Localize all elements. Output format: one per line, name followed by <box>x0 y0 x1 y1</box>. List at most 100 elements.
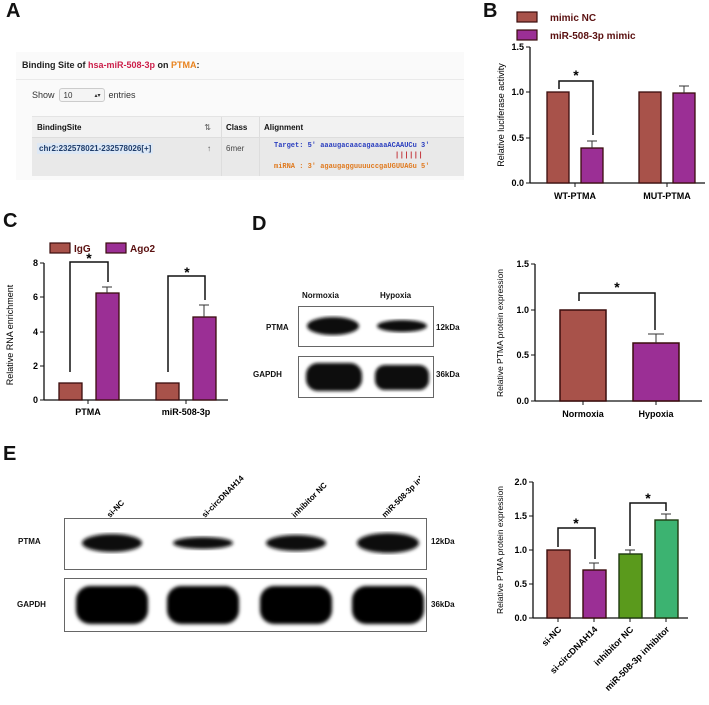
svg-text:2: 2 <box>33 361 38 371</box>
bar-wt-mimic <box>580 147 604 184</box>
x-label-mir-inhibitor: miR-508-3p inhibitor <box>603 624 672 693</box>
svg-text:8: 8 <box>33 258 38 268</box>
bar-inhibitor-nc <box>618 553 643 619</box>
western-blot-d <box>298 306 434 398</box>
binding-site-value[interactable]: chr2:232578021-232578026[+] <box>37 143 154 154</box>
bar-wt-mimic-nc <box>546 91 570 184</box>
x-label-hypoxia: Hypoxia <box>638 409 674 419</box>
svg-text:0: 0 <box>33 395 38 405</box>
target-sequence: Target: 5' aaaugacaacagaaaaACAAUCu 3' <box>274 142 430 150</box>
binding-site-title: Binding Site of hsa-miR-508-3p on PTMA: <box>22 60 200 70</box>
y-label-c: Relative RNA enrichment <box>5 284 15 385</box>
lane-label-inhibitor-nc: inhibitor NC <box>290 481 329 520</box>
binding-site-table-panel: Binding Site of hsa-miR-508-3p on PTMA: … <box>16 52 464 180</box>
legend-mimic-nc: mimic NC <box>550 13 596 24</box>
bar-mir-ago2 <box>192 316 217 401</box>
svg-text:1.5: 1.5 <box>514 511 527 521</box>
y-ticks-e: 2.0 1.5 1.0 0.5 0.0 <box>514 477 533 623</box>
y-ticks-d: 1.5 1.0 0.5 0.0 <box>516 259 535 406</box>
svg-text:1.0: 1.0 <box>516 305 529 315</box>
bar-hypoxia <box>632 342 680 402</box>
y-label-e: Relative PTMA protein expression <box>495 486 505 614</box>
y-ticks-b: 1.5 1.0 0.5 0.0 <box>511 42 530 188</box>
bar-ptma-ago2 <box>95 292 120 401</box>
divider <box>16 79 464 80</box>
pairing-lines: |||||| <box>395 152 424 160</box>
svg-text:0.5: 0.5 <box>514 579 527 589</box>
significance-star: * <box>573 67 579 83</box>
legend-b: mimic NC miR-508-3p mimic <box>516 11 636 42</box>
lane-label-hypoxia: Hypoxia <box>380 291 412 300</box>
svg-text:1.5: 1.5 <box>516 259 529 269</box>
mirna-sequence: miRNA : 3' agaugagguuuuccgaUGUUAGu 5' <box>274 163 430 171</box>
binding-table: BindingSite ⇅ Class Alignment chr2:232578… <box>32 116 464 176</box>
panel-label-d: D <box>252 213 267 235</box>
mirna-name: hsa-miR-508-3p <box>88 60 156 70</box>
panel-label-e: E <box>3 443 17 465</box>
y-label-d: Relative PTMA protein expression <box>495 269 505 397</box>
panel-label-b: B <box>483 0 498 22</box>
significance-star: * <box>86 250 92 266</box>
column-alignment[interactable]: Alignment <box>264 123 304 132</box>
column-bindingsite[interactable]: BindingSite ⇅ <box>32 117 222 137</box>
chart-d: 1.5 1.0 0.5 0.0 Relative PTMA protein ex… <box>495 259 702 419</box>
significance-star: * <box>614 279 620 295</box>
western-blot-e <box>64 518 427 632</box>
updown-icon: ▴▾ <box>94 92 101 99</box>
bar-ptma-igg <box>58 382 83 401</box>
svg-text:0.0: 0.0 <box>516 396 529 406</box>
size-label-36kda: 36kDa <box>436 370 460 379</box>
class-value: 6mer <box>222 138 260 176</box>
y-ticks-c: 8 6 4 2 0 <box>33 258 44 405</box>
chart-c: IgG Ago2 8 6 4 2 0 Relative RNA enrichme… <box>5 242 228 417</box>
lane-label-mir-inhibitor: miR-508-3p inhibitor <box>380 458 420 519</box>
legend-mir-mimic: miR-508-3p mimic <box>550 31 636 42</box>
x-label-mir: miR-508-3p <box>162 407 211 417</box>
x-label-si-nc: si-NC <box>540 624 564 648</box>
x-label-wt: WT-PTMA <box>554 191 596 201</box>
legend-c: IgG Ago2 <box>49 242 155 255</box>
row-label-gapdh: GAPDH <box>253 370 282 379</box>
svg-text:2.0: 2.0 <box>514 477 527 487</box>
bar-si-circdnah14 <box>582 569 607 619</box>
x-label-normoxia: Normoxia <box>562 409 605 419</box>
lane-label-si-circdnah14: si-circDNAH14 <box>200 473 246 519</box>
svg-text:6: 6 <box>33 292 38 302</box>
table-header: BindingSite ⇅ Class Alignment <box>32 116 464 138</box>
alignment-cell: Target: 5' aaaugacaacagaaaaACAAUCu 3' ||… <box>260 138 464 176</box>
bar-mir-igg <box>155 382 180 401</box>
panel-label-c: C <box>3 210 18 232</box>
size-label-36kda-e: 36kDa <box>431 600 455 609</box>
bar-mut-mimic-nc <box>638 91 662 184</box>
bar-mut-mimic <box>672 92 696 184</box>
table-row: chr2:232578021-232578026[+] ↑ 6mer Target… <box>32 138 464 176</box>
x-label-ptma: PTMA <box>75 407 101 417</box>
x-label-mut: MUT-PTMA <box>643 191 691 201</box>
svg-text:1.0: 1.0 <box>514 545 527 555</box>
size-label-12kda: 12kDa <box>436 323 460 332</box>
svg-text:0.0: 0.0 <box>514 613 527 623</box>
row-label-ptma-e: PTMA <box>18 537 41 546</box>
row-label-gapdh-e: GAPDH <box>17 600 46 609</box>
significance-star: * <box>573 515 579 531</box>
entries-select[interactable]: 10 ▴▾ <box>58 88 105 102</box>
size-label-12kda-e: 12kDa <box>431 537 455 546</box>
entries-control: Show 10 ▴▾ entries <box>32 88 136 102</box>
svg-text:4: 4 <box>33 327 38 337</box>
y-label-b: Relative luciferase activity <box>496 63 506 167</box>
svg-text:0.0: 0.0 <box>511 178 524 188</box>
significance-star: * <box>645 490 651 506</box>
svg-text:1.5: 1.5 <box>511 42 524 52</box>
chart-e: 2.0 1.5 1.0 0.5 0.0 Relative PTMA protei… <box>495 477 688 693</box>
bar-si-nc <box>546 549 571 619</box>
lane-label-normoxia: Normoxia <box>302 291 339 300</box>
bar-mir-inhibitor <box>654 519 679 619</box>
lane-labels-e: si-NC si-circDNAH14 inhibitor NC miR-508… <box>105 458 420 520</box>
svg-text:1.0: 1.0 <box>511 87 524 97</box>
svg-text:0.5: 0.5 <box>511 133 524 143</box>
legend-igg: IgG <box>74 244 91 255</box>
sort-icon[interactable]: ⇅ <box>204 123 211 132</box>
panel-label-a: A <box>6 0 21 22</box>
column-class[interactable]: Class <box>222 117 260 137</box>
row-label-ptma: PTMA <box>266 323 289 332</box>
